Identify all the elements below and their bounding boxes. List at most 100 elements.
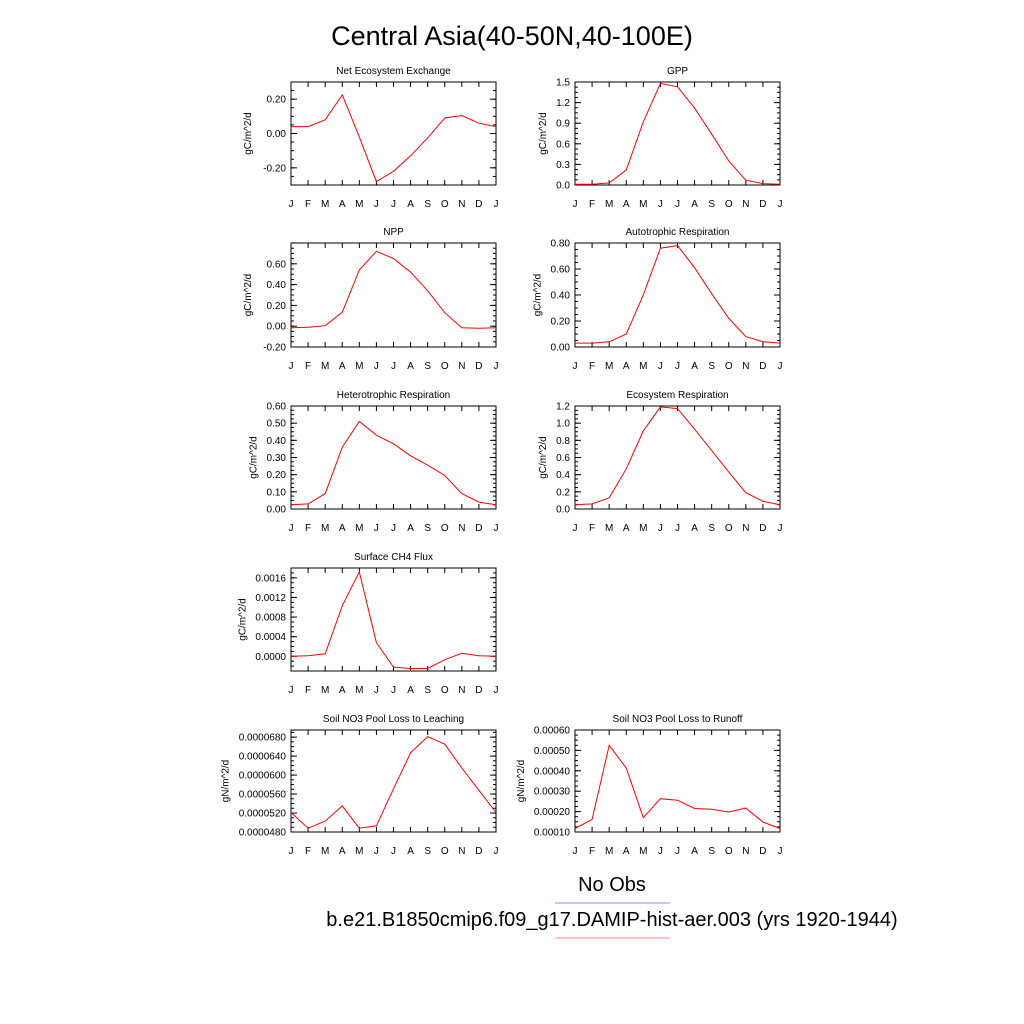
x-tick-label: N xyxy=(458,361,465,372)
x-tick-label: N xyxy=(458,846,465,857)
y-tick-label: 0.00 xyxy=(267,505,287,516)
x-tick-label: J xyxy=(374,199,379,210)
x-tick-label: J xyxy=(675,523,680,534)
x-tick-label: D xyxy=(759,199,766,210)
x-tick-label: M xyxy=(355,361,363,372)
x-tick-label: J xyxy=(391,523,396,534)
panel-title: Net Ecosystem Exchange xyxy=(336,66,451,77)
x-tick-label: D xyxy=(475,846,482,857)
x-tick-label: A xyxy=(691,523,698,534)
plot-frame xyxy=(574,242,781,348)
legend-entry-model-label: b.e21.B1850cmip6.f09_g17.DAMIP-hist-aer.… xyxy=(326,909,897,931)
y-tick-label: 0.40 xyxy=(267,436,287,447)
x-tick-label: D xyxy=(475,361,482,372)
panel-title: Soil NO3 Pool Loss to Runoff xyxy=(613,714,743,725)
x-tick-label: N xyxy=(742,846,749,857)
y-tick-label: 0.0 xyxy=(556,505,570,516)
x-tick-label: J xyxy=(289,685,294,696)
y-tick-label: 0.50 xyxy=(267,419,287,430)
x-tick-label: O xyxy=(441,523,449,534)
x-tick-label: D xyxy=(475,685,482,696)
panel-title: Ecosystem Respiration xyxy=(626,390,728,401)
x-tick-label: F xyxy=(305,523,311,534)
x-tick-label: J xyxy=(391,361,396,372)
x-tick-label: N xyxy=(742,361,749,372)
x-tick-label: S xyxy=(424,361,431,372)
x-tick-label: O xyxy=(725,523,733,534)
y-tick-label: 0.00020 xyxy=(534,807,571,818)
y-tick-label: 0.0000560 xyxy=(239,790,287,801)
x-tick-label: O xyxy=(725,846,733,857)
y-tick-label: 0.0000640 xyxy=(239,752,287,763)
x-tick-label: J xyxy=(374,846,379,857)
x-tick-label: J xyxy=(778,846,783,857)
y-tick-label: 0.0008 xyxy=(255,613,286,624)
x-tick-label: F xyxy=(589,846,595,857)
y-axis-label: gC/m^2/d xyxy=(249,436,260,479)
y-tick-label: 1.2 xyxy=(556,98,570,109)
x-tick-label: D xyxy=(475,199,482,210)
x-tick-label: N xyxy=(742,199,749,210)
x-tick-label: S xyxy=(708,199,715,210)
y-tick-label: 0.60 xyxy=(267,259,287,270)
x-tick-label: A xyxy=(407,523,414,534)
y-tick-label: 0.60 xyxy=(267,402,287,413)
x-tick-label: N xyxy=(458,199,465,210)
x-tick-label: A xyxy=(407,361,414,372)
plot-frame xyxy=(290,405,497,510)
plot-frame xyxy=(290,567,497,672)
y-tick-label: 0.0000520 xyxy=(239,809,287,820)
y-tick-label: -0.20 xyxy=(263,163,286,174)
x-tick-label: J xyxy=(573,361,578,372)
x-tick-label: F xyxy=(589,523,595,534)
x-tick-label: J xyxy=(675,361,680,372)
x-tick-label: J xyxy=(675,199,680,210)
legend: No Obs b.e21.B1850cmip6.f09_g17.DAMIP-hi… xyxy=(326,874,898,939)
x-tick-label: J xyxy=(494,361,499,372)
y-tick-label: 0.00040 xyxy=(534,766,571,777)
y-tick-label: 0.00 xyxy=(551,343,571,354)
x-tick-label: F xyxy=(589,361,595,372)
panel-title: Heterotrophic Respiration xyxy=(337,390,450,401)
series-line xyxy=(575,245,781,344)
y-axis-label: gN/m^2/d xyxy=(516,760,527,803)
y-tick-label: 0.0012 xyxy=(255,593,286,604)
y-tick-label: 0.0 xyxy=(556,181,570,192)
y-tick-label: -0.20 xyxy=(263,343,286,354)
y-tick-label: 0.00010 xyxy=(534,828,571,839)
x-tick-label: A xyxy=(407,199,414,210)
plot-frame xyxy=(290,81,497,186)
x-tick-label: O xyxy=(441,685,449,696)
x-tick-label: M xyxy=(639,523,647,534)
plot-frame xyxy=(290,729,497,833)
x-tick-label: A xyxy=(691,846,698,857)
x-tick-label: M xyxy=(605,523,613,534)
y-tick-label: 0.20 xyxy=(267,470,287,481)
y-tick-label: 0.0000 xyxy=(255,652,286,663)
x-tick-label: J xyxy=(573,199,578,210)
y-tick-label: 0.00050 xyxy=(534,746,571,757)
plot-frame xyxy=(574,405,781,510)
y-axis-label: gC/m^2/d xyxy=(237,598,248,641)
x-tick-label: S xyxy=(424,846,431,857)
x-tick-label: J xyxy=(675,846,680,857)
x-tick-label: S xyxy=(708,523,715,534)
y-axis-label: gC/m^2/d xyxy=(533,274,544,317)
x-tick-label: J xyxy=(573,523,578,534)
x-tick-label: J xyxy=(658,361,663,372)
x-tick-label: J xyxy=(289,846,294,857)
series-line xyxy=(574,406,781,506)
x-tick-label: O xyxy=(441,199,449,210)
series-line xyxy=(290,420,497,506)
x-tick-label: S xyxy=(424,523,431,534)
y-tick-label: 0.0000600 xyxy=(239,771,287,782)
x-tick-label: J xyxy=(494,523,499,534)
y-tick-label: 0.30 xyxy=(267,453,287,464)
x-tick-label: A xyxy=(407,846,414,857)
